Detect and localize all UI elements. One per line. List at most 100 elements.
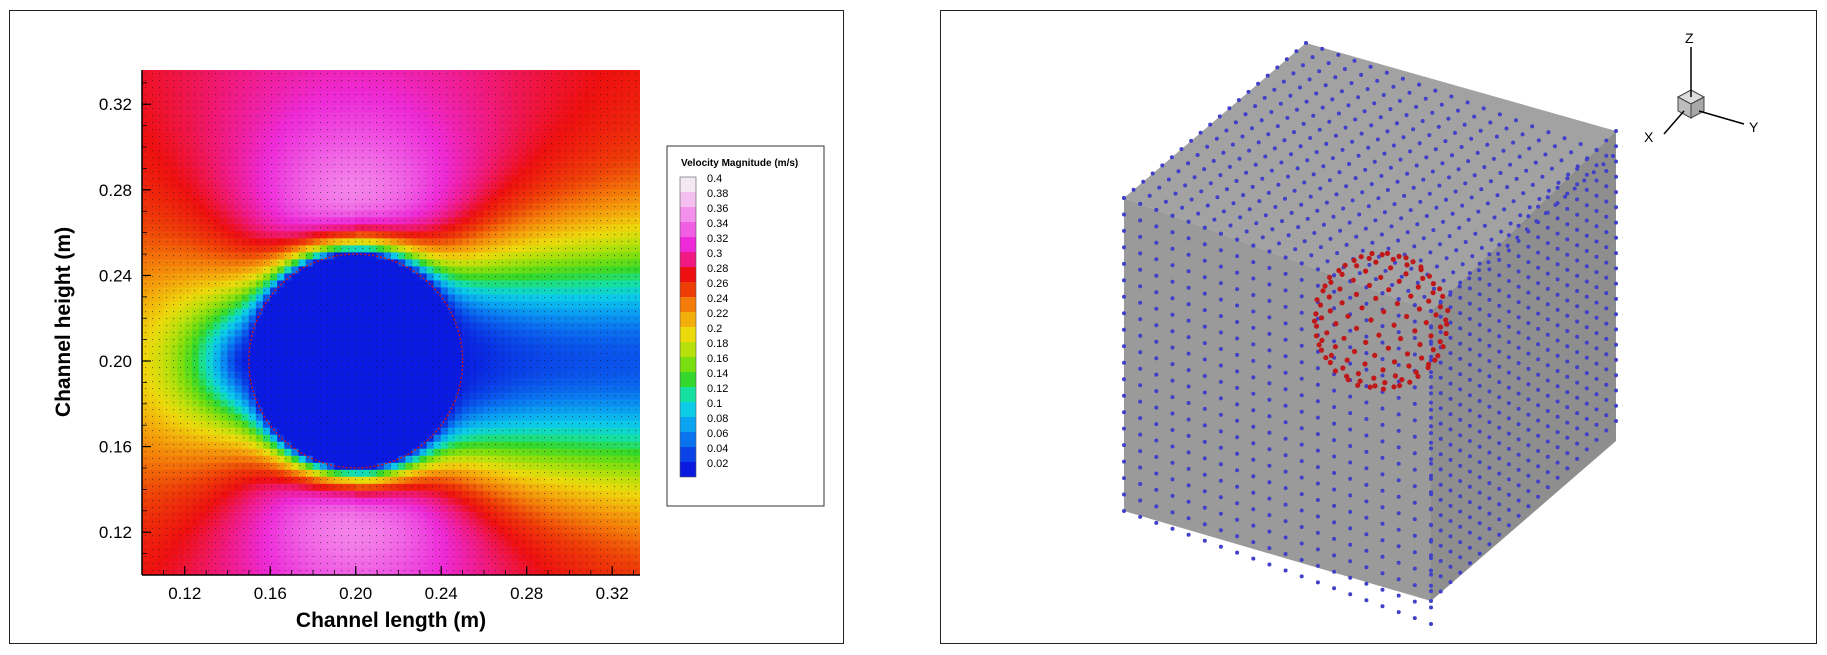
field-cell	[369, 539, 378, 548]
field-cell	[625, 490, 634, 499]
field-cell	[156, 406, 164, 415]
field-cell	[455, 112, 463, 120]
field-cell	[177, 147, 186, 155]
field-cell	[426, 273, 435, 282]
field-cell	[220, 427, 228, 436]
field-cell	[184, 224, 193, 232]
field-cell	[341, 392, 349, 401]
field-cell	[618, 385, 627, 394]
field-cell	[462, 469, 470, 478]
field-cell	[604, 399, 613, 408]
field-cell	[334, 259, 342, 267]
field-cell	[355, 392, 364, 401]
field-cell	[376, 238, 385, 246]
field-cell	[469, 392, 477, 401]
field-cell	[447, 231, 456, 239]
field-cell	[476, 399, 485, 408]
field-cell	[519, 70, 527, 78]
field-cell	[326, 497, 335, 506]
field-cell	[156, 392, 164, 401]
field-cell	[163, 140, 172, 148]
field-cell	[305, 154, 314, 162]
field-cell	[326, 105, 335, 113]
field-cell	[362, 217, 371, 225]
field-cell	[163, 98, 172, 106]
field-cell	[362, 329, 371, 338]
field-cell	[533, 455, 541, 464]
field-cell	[561, 301, 570, 310]
field-cell	[341, 266, 349, 274]
field-cell	[597, 203, 606, 211]
field-cell	[369, 385, 378, 394]
field-cell	[597, 497, 606, 506]
field-cell	[255, 287, 264, 296]
field-cell	[540, 315, 549, 324]
field-cell	[341, 98, 349, 106]
field-cell	[383, 294, 392, 303]
field-cell	[270, 84, 278, 92]
field-cell	[142, 469, 150, 478]
field-cell	[625, 231, 634, 239]
field-cell	[348, 210, 357, 218]
field-cell	[618, 567, 627, 575]
field-cell	[447, 518, 456, 527]
field-cell	[270, 413, 278, 422]
field-cell	[611, 224, 620, 232]
field-cell	[284, 364, 292, 373]
field-cell	[284, 224, 292, 232]
field-cell	[519, 322, 527, 331]
field-cell	[583, 434, 591, 443]
field-cell	[255, 378, 264, 387]
field-cell	[170, 406, 179, 415]
field-cell	[284, 371, 292, 380]
field-cell	[540, 329, 549, 338]
field-cell	[561, 441, 570, 450]
field-cell	[412, 378, 421, 387]
field-cell	[213, 392, 221, 401]
field-cell	[526, 553, 534, 562]
field-cell	[376, 476, 385, 485]
field-cell	[284, 504, 292, 513]
field-cell	[540, 245, 549, 253]
field-cell	[191, 364, 200, 373]
field-cell	[284, 441, 292, 450]
field-cell	[419, 399, 428, 408]
field-cell	[625, 280, 634, 289]
field-cell	[426, 497, 435, 506]
field-cell	[284, 322, 292, 331]
field-cell	[277, 539, 285, 548]
field-cell	[540, 490, 549, 499]
field-cell	[476, 140, 485, 148]
field-cell	[341, 119, 349, 127]
field-cell	[326, 196, 335, 204]
field-cell	[412, 497, 421, 506]
field-cell	[618, 259, 627, 267]
field-cell	[405, 182, 413, 190]
field-cell	[519, 399, 527, 408]
field-cell	[142, 504, 150, 513]
field-cell	[504, 350, 513, 359]
field-cell	[447, 287, 456, 296]
field-cell	[511, 539, 520, 548]
field-cell	[419, 392, 428, 401]
field-cell	[391, 350, 399, 359]
field-cell	[362, 98, 371, 106]
field-cell	[483, 364, 492, 373]
field-cell	[433, 532, 442, 541]
field-cell	[348, 497, 357, 506]
field-cell	[298, 350, 307, 359]
field-cell	[455, 420, 463, 429]
field-cell	[355, 308, 364, 317]
field-cell	[604, 413, 613, 422]
field-cell	[497, 280, 506, 289]
field-cell	[206, 511, 214, 520]
field-cell	[191, 406, 200, 415]
field-cell	[583, 441, 591, 450]
field-cell	[590, 343, 598, 352]
field-cell	[191, 210, 200, 218]
field-cell	[241, 504, 250, 513]
field-cell	[476, 70, 485, 78]
field-cell	[227, 161, 236, 169]
field-cell	[575, 427, 584, 436]
field-cell	[426, 231, 435, 239]
